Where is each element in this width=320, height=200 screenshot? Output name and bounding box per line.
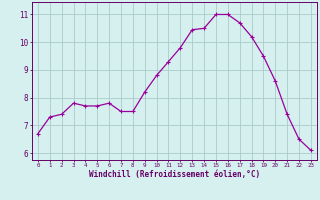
X-axis label: Windchill (Refroidissement éolien,°C): Windchill (Refroidissement éolien,°C) <box>89 170 260 179</box>
